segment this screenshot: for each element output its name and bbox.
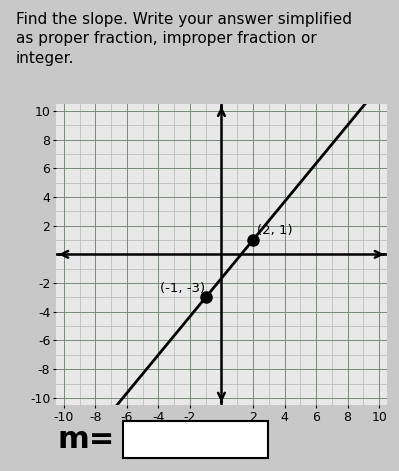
FancyBboxPatch shape	[123, 422, 269, 458]
Text: m=: m=	[58, 425, 115, 454]
Text: (-1, -3): (-1, -3)	[160, 282, 205, 295]
Text: Find the slope. Write your answer simplified
as proper fraction, improper fracti: Find the slope. Write your answer simpli…	[16, 12, 352, 65]
Text: (2, 1): (2, 1)	[257, 224, 292, 237]
